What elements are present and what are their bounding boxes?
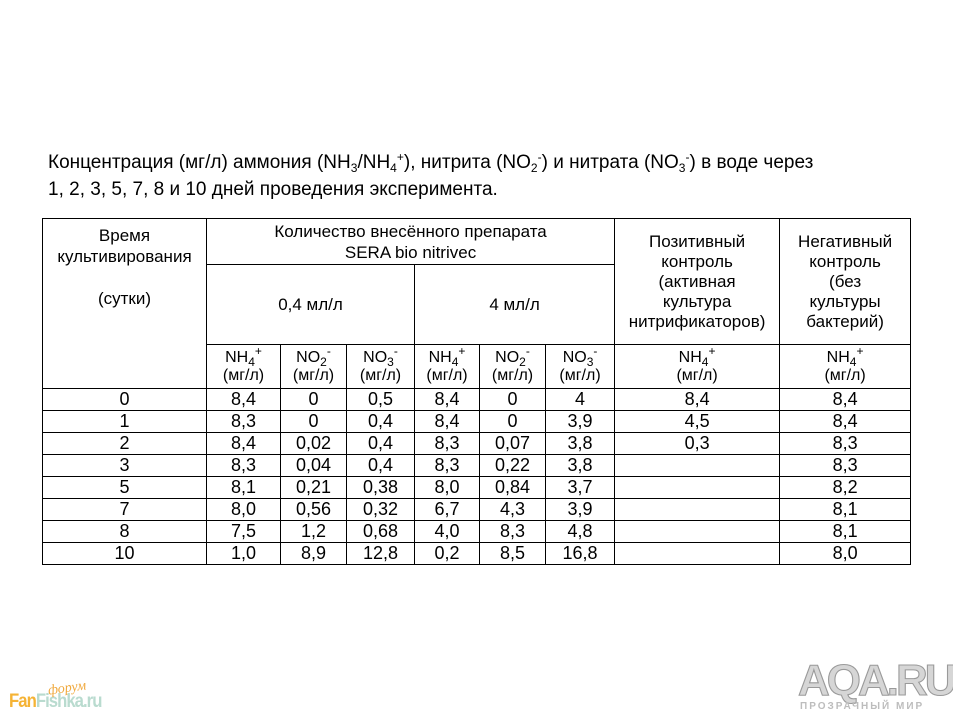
svg-text:ПРОЗРАЧНЫЙ МИР: ПРОЗРАЧНЫЙ МИР bbox=[800, 699, 924, 712]
svg-text:AQA.RU: AQA.RU bbox=[798, 657, 953, 705]
